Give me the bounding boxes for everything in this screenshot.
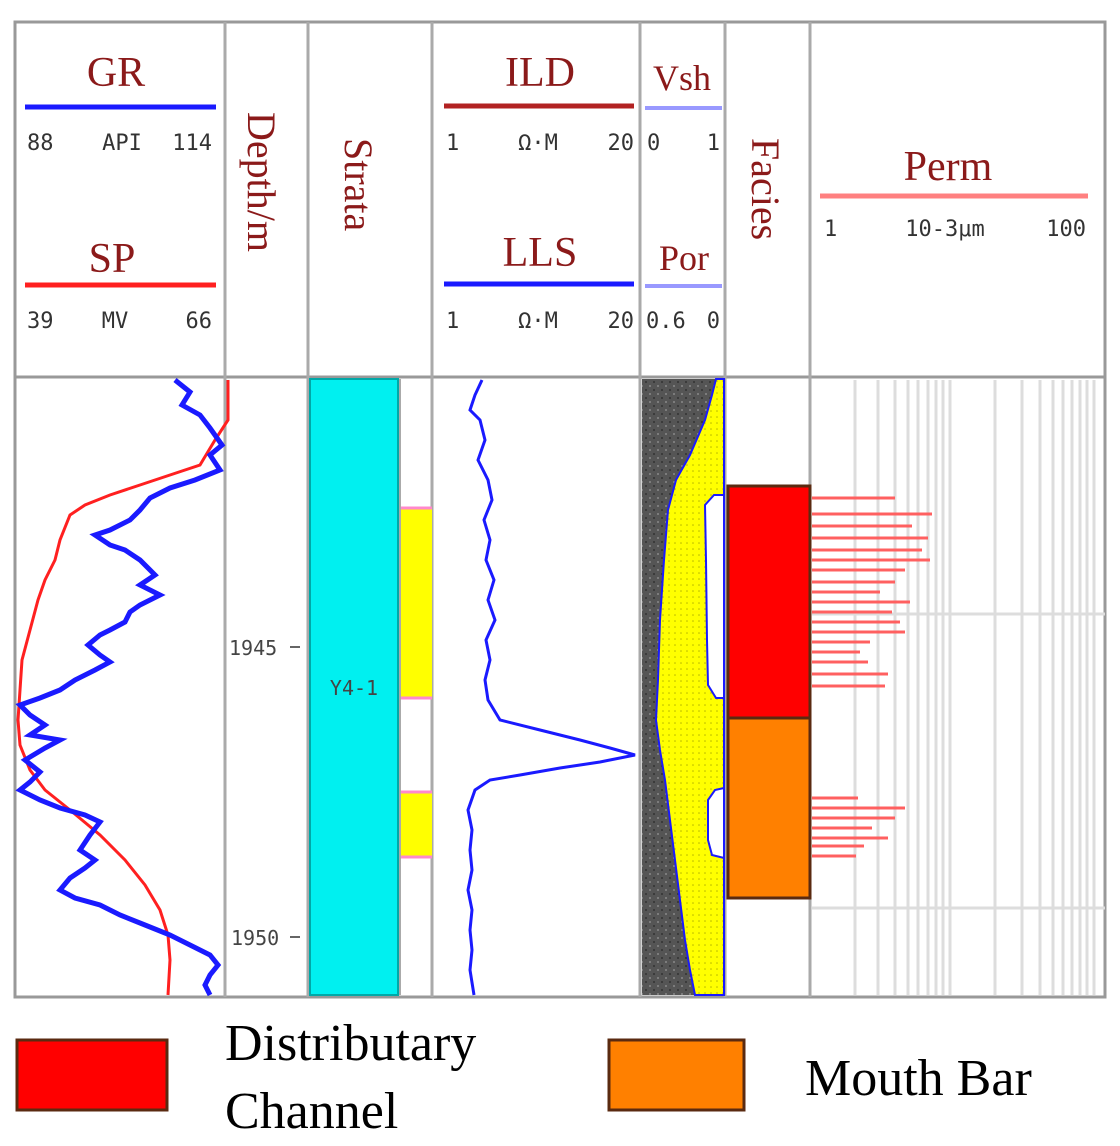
perm-bars (812, 496, 932, 858)
legend-label-mouth-bar: Mouth Bar (805, 1050, 1032, 1107)
strata-track: Y4-1 (309, 378, 432, 996)
depth-tick-1945: 1945 (229, 636, 277, 660)
ild-min: 1 (446, 131, 459, 156)
perm-max: 100 (1046, 217, 1086, 242)
gr-min: 88 (27, 131, 54, 156)
facies-distributary-channel (726, 484, 812, 720)
ild-title: ILD (505, 50, 575, 96)
lls-title: LLS (503, 230, 578, 276)
sand-interval-2 (401, 792, 432, 857)
perm-header: Perm 1 10-3μm 100 (820, 144, 1088, 242)
legend-label-distributary-line2: Channel (225, 1083, 398, 1140)
facies-track (726, 484, 812, 900)
strata-zone-label: Y4-1 (330, 676, 378, 700)
lls-max: 20 (608, 309, 635, 334)
gr-unit: API (102, 131, 142, 156)
lls-header: LLS 1 Ω·M 20 (444, 230, 634, 334)
gr-header: GR 88 API 114 (25, 50, 216, 156)
sp-min: 39 (27, 309, 54, 334)
ild-unit: Ω·M (518, 131, 558, 156)
perm-min: 1 (824, 217, 837, 242)
depth-track: 1945 1950 (229, 636, 300, 950)
sp-unit: MV (102, 309, 129, 334)
gr-sp-track (15, 378, 230, 997)
por-min: 0.6 (646, 309, 686, 334)
gr-curve (15, 378, 226, 997)
vsh-header: Vsh 0 1 (645, 58, 722, 156)
log-frame (13, 20, 1107, 999)
depth-tick-1950: 1950 (231, 926, 279, 950)
perm-title: Perm (904, 144, 993, 190)
lls-curve (466, 379, 636, 996)
sp-max: 66 (186, 309, 213, 334)
lls-min: 1 (446, 309, 459, 334)
vsh-title: Vsh (653, 58, 711, 98)
por-notch-1 (703, 494, 725, 699)
vsh-min: 0 (647, 131, 660, 156)
sand-interval-1 (401, 508, 432, 698)
gr-title: GR (87, 50, 145, 96)
resistivity-track (466, 379, 636, 996)
lls-unit: Ω·M (518, 309, 558, 334)
sp-curve (16, 380, 230, 996)
gr-max: 114 (172, 131, 212, 156)
por-title: Por (659, 238, 709, 278)
sp-header: SP 39 MV 66 (25, 236, 216, 334)
vsh-max: 1 (707, 131, 720, 156)
legend: Distributary Channel Mouth Bar (15, 1015, 1032, 1140)
legend-swatch-distributary-channel (15, 1038, 169, 1112)
depth-title: Depth/m (239, 112, 284, 252)
strata-title: Strata (336, 138, 381, 232)
por-header: Por 0.6 0 (645, 238, 722, 334)
lithology-track (642, 378, 725, 996)
facies-title: Facies (743, 138, 788, 240)
legend-swatch-mouth-bar (607, 1038, 746, 1112)
perm-unit: 10-3μm (905, 217, 984, 242)
por-max: 0 (707, 309, 720, 334)
facies-mouth-bar (726, 716, 812, 900)
legend-label-distributary-line1: Distributary (225, 1015, 476, 1072)
ild-max: 20 (608, 131, 635, 156)
sp-title: SP (89, 236, 136, 282)
ild-header: ILD 1 Ω·M 20 (444, 50, 634, 156)
perm-track (812, 380, 1105, 995)
perm-grid (812, 380, 1105, 995)
por-notch-2 (707, 786, 725, 860)
strata-zone-bar (309, 378, 399, 996)
